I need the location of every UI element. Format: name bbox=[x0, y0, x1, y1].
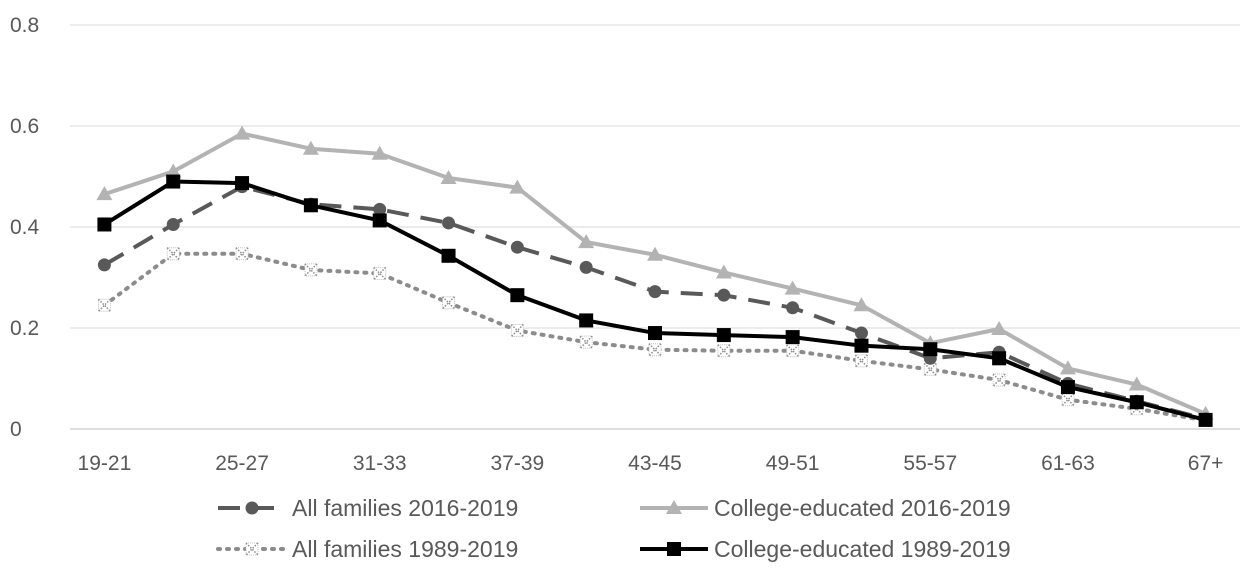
data-point bbox=[235, 247, 249, 261]
data-point bbox=[235, 176, 250, 191]
data-point bbox=[234, 125, 251, 140]
data-point bbox=[373, 266, 387, 280]
legend-item: All families 1989-2019 bbox=[216, 536, 518, 562]
data-point bbox=[165, 163, 182, 178]
x-tick-label: 49-51 bbox=[766, 452, 820, 475]
data-point bbox=[786, 301, 800, 315]
data-point bbox=[1198, 412, 1213, 427]
data-point bbox=[854, 354, 869, 368]
data-point bbox=[372, 213, 387, 228]
legend-item: College-educated 2016-2019 bbox=[640, 495, 1011, 521]
data-point bbox=[441, 296, 456, 310]
data-point bbox=[785, 330, 800, 345]
x-tick-label: 61-63 bbox=[1041, 452, 1095, 475]
series-3 bbox=[97, 174, 1213, 427]
data-point bbox=[854, 338, 869, 353]
x-tick-label: 31-33 bbox=[353, 452, 407, 475]
series-2 bbox=[97, 247, 1213, 427]
legend-item: All families 2016-2019 bbox=[218, 495, 518, 521]
legend-marker bbox=[667, 542, 681, 556]
data-point bbox=[923, 362, 937, 376]
data-point bbox=[166, 247, 180, 261]
data-point bbox=[579, 260, 593, 274]
x-tick-label: 67+ bbox=[1188, 452, 1224, 475]
data-point bbox=[442, 216, 456, 230]
gridlines bbox=[70, 24, 1240, 430]
data-point bbox=[510, 288, 525, 303]
legend-label: All families 1989-2019 bbox=[292, 536, 518, 562]
data-point bbox=[853, 297, 870, 312]
data-point bbox=[304, 263, 318, 277]
data-point bbox=[647, 246, 663, 261]
data-point bbox=[510, 323, 524, 338]
data-point bbox=[302, 140, 319, 155]
data-point bbox=[303, 198, 318, 213]
data-point bbox=[991, 321, 1008, 336]
data-point bbox=[97, 217, 112, 232]
series-line bbox=[103, 184, 1207, 421]
data-point bbox=[578, 234, 595, 249]
data-point bbox=[1128, 376, 1145, 391]
data-point bbox=[648, 326, 662, 341]
data-point bbox=[648, 285, 662, 299]
data-point bbox=[1060, 380, 1075, 395]
data-point bbox=[1061, 393, 1075, 407]
data-point bbox=[717, 288, 731, 302]
legend-item: College-educated 1989-2019 bbox=[640, 536, 1011, 562]
x-axis: 19-21 25-27 31-33 37-39 43-45 49-51 55-57 61-63… bbox=[78, 452, 1224, 475]
legend-marker bbox=[245, 542, 259, 556]
data-point bbox=[648, 343, 662, 357]
series-group bbox=[96, 125, 1214, 427]
data-point bbox=[510, 240, 524, 254]
data-point bbox=[1059, 360, 1076, 375]
data-point bbox=[579, 313, 594, 328]
legend-label: All families 2016-2019 bbox=[292, 495, 518, 521]
data-point bbox=[784, 280, 801, 295]
series-line bbox=[102, 251, 1208, 423]
data-point bbox=[97, 298, 111, 312]
data-point bbox=[509, 179, 526, 194]
x-tick-label: 43-45 bbox=[628, 452, 682, 475]
y-axis: 0 0.2 0.4 0.6 0.8 bbox=[10, 14, 40, 441]
data-point bbox=[97, 258, 111, 272]
data-point bbox=[716, 328, 731, 343]
series-line bbox=[103, 179, 1207, 422]
legend-marker bbox=[245, 501, 259, 515]
data-point bbox=[440, 170, 457, 185]
x-tick-label: 25-27 bbox=[215, 452, 269, 475]
data-point bbox=[715, 264, 732, 279]
data-point bbox=[371, 145, 388, 160]
x-tick-label: 55-57 bbox=[903, 452, 957, 475]
y-tick-label: 0 bbox=[10, 418, 22, 441]
legend-label: College-educated 2016-2019 bbox=[714, 495, 1011, 521]
data-point bbox=[166, 174, 181, 189]
data-point bbox=[373, 202, 387, 216]
legend-marker bbox=[666, 500, 682, 514]
series-0 bbox=[97, 180, 1213, 426]
data-point bbox=[441, 248, 456, 263]
data-point bbox=[1129, 395, 1144, 410]
data-point bbox=[992, 351, 1007, 366]
data-point bbox=[717, 344, 731, 358]
x-tick-label: 19-21 bbox=[78, 452, 132, 475]
data-point bbox=[96, 186, 113, 201]
data-point bbox=[786, 344, 800, 358]
y-tick-label: 0.4 bbox=[10, 216, 40, 239]
y-tick-label: 0.2 bbox=[10, 317, 39, 340]
data-point bbox=[992, 373, 1006, 387]
data-point bbox=[579, 335, 593, 349]
legend: All families 2016-2019 College-educated 2… bbox=[216, 495, 1011, 562]
data-point bbox=[854, 326, 868, 340]
legend-label: College-educated 1989-2019 bbox=[714, 536, 1011, 562]
data-point bbox=[166, 217, 180, 231]
data-point bbox=[923, 342, 938, 357]
y-tick-label: 0.8 bbox=[10, 14, 39, 37]
y-tick-label: 0.6 bbox=[10, 115, 39, 138]
x-tick-label: 37-39 bbox=[490, 452, 544, 475]
